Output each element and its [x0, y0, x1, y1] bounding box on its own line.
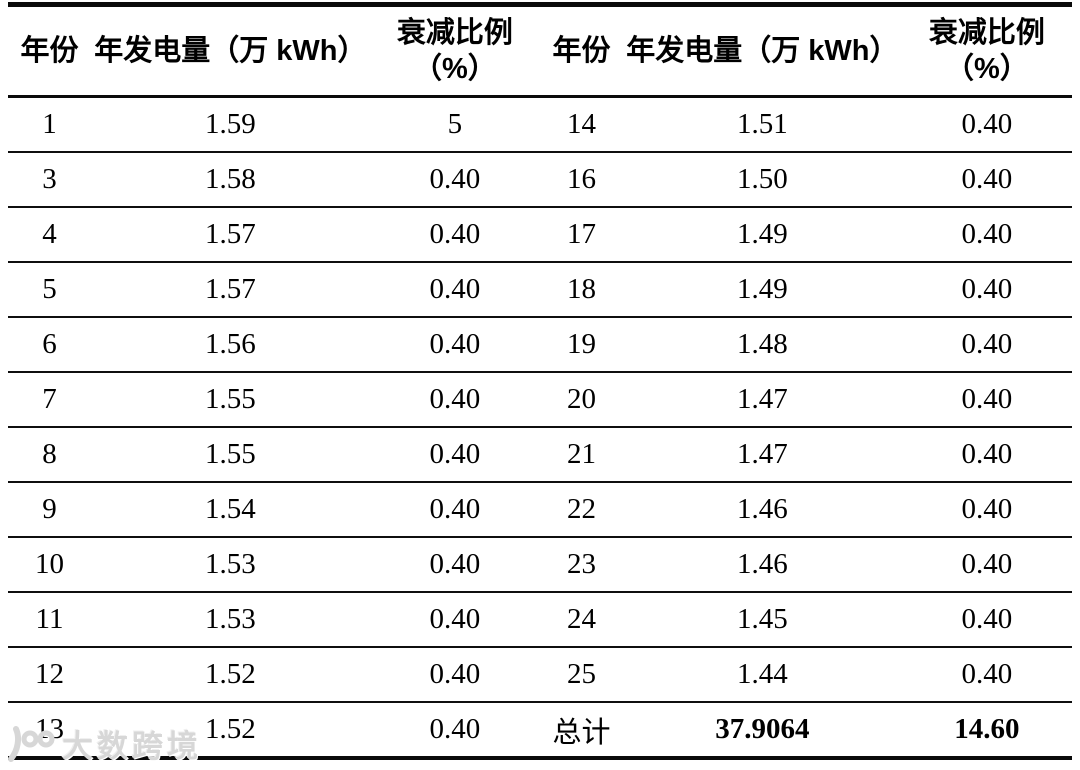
cell-generation-right: 1.49: [622, 262, 902, 318]
cell-generation-left: 1.57: [90, 262, 370, 318]
cell-generation-left: 1.52: [204, 713, 256, 745]
cell-generation-left: 1.55: [90, 427, 370, 483]
cell-generation-right: 1.44: [622, 647, 902, 703]
cell-year-left: 7: [8, 372, 91, 428]
header-decay-left-line2: （%）: [412, 53, 497, 85]
cell-year-right: 23: [539, 537, 623, 593]
cell-generation-left: 1.52: [90, 647, 370, 703]
table-row: 5 1.57 0.40 18 1.49 0.40: [8, 262, 1072, 318]
cell-generation-right: 1.47: [622, 427, 902, 483]
cell-generation-right: 1.50: [622, 152, 902, 208]
table-row: 11 1.53 0.40 24 1.45 0.40: [8, 592, 1072, 648]
cell-decay-right: 0.40: [901, 427, 1072, 483]
cell-decay-left: 0.40: [369, 647, 540, 703]
table-row: 10 1.53 0.40 23 1.46 0.40: [8, 537, 1072, 593]
cell-decay-left: 0.40: [369, 317, 540, 373]
cell-decay-right: 0.40: [901, 96, 1072, 153]
cell-decay-right: 0.40: [901, 482, 1072, 538]
cell-generation-left: 1.53: [90, 592, 370, 648]
cell-year-right: 总计: [552, 716, 611, 749]
cell-decay-right: 0.40: [901, 537, 1072, 593]
cell-year-left: 6: [8, 317, 91, 373]
cell-decay-right: 0.40: [901, 152, 1072, 208]
cell-generation-right: 1.47: [622, 372, 902, 428]
header-decay-left: 衰减比例 （%）: [369, 4, 540, 98]
cell-decay-right: 0.40: [901, 317, 1072, 373]
cell-generation-left: 1.59: [90, 96, 370, 153]
cell-decay-left: 0.40: [369, 262, 540, 318]
table-row: 3 1.58 0.40 16 1.50 0.40: [8, 152, 1072, 208]
cell-generation-right: 37.9064: [715, 713, 810, 745]
header-year-left: 年份: [8, 4, 91, 98]
cell-decay-left: 0.40: [369, 592, 540, 648]
cell-decay-right: 0.40: [901, 592, 1072, 648]
cell-year-right: 22: [539, 482, 623, 538]
header-row: 年份 年发电量（万 kWh） 衰减比例 （%） 年份 年发电量（万 kWh） 衰…: [8, 4, 1072, 98]
cell-decay-right: 0.40: [901, 262, 1072, 318]
table-row: 9 1.54 0.40 22 1.46 0.40: [8, 482, 1072, 538]
cell-year-right: 14: [539, 96, 623, 153]
cell-decay-left: 0.40: [369, 537, 540, 593]
cell-generation-left: 1.55: [90, 372, 370, 428]
table-row: 4 1.57 0.40 17 1.49 0.40: [8, 207, 1072, 263]
cell-decay-left: 0.40: [429, 713, 481, 745]
cell-decay-left: 5: [369, 96, 540, 153]
cell-year-right: 19: [539, 317, 623, 373]
cell-year-left: 10: [8, 537, 91, 593]
table-body: 1 1.59 5 14 1.51 0.40 3 1.58 0.40 16 1.50 0.40 4 1.57…: [8, 96, 1072, 759]
cell-decay-right: 0.40: [901, 207, 1072, 263]
cell-year-right: 18: [539, 262, 623, 318]
cell-year-left: 3: [8, 152, 91, 208]
cell-generation-right: 1.51: [622, 96, 902, 153]
cell-generation-left: 1.58: [90, 152, 370, 208]
cell-year-left: 8: [8, 427, 91, 483]
cell-decay-right: 0.40: [901, 647, 1072, 703]
cell-generation-left: 1.53: [90, 537, 370, 593]
cell-year-right: 20: [539, 372, 623, 428]
table-row: 7 1.55 0.40 20 1.47 0.40: [8, 372, 1072, 428]
cell-year-left: 1: [8, 96, 91, 153]
header-generation-left: 年发电量（万 kWh）: [90, 4, 370, 98]
cell-generation-right: 1.46: [622, 537, 902, 593]
cell-decay-left: 0.40: [369, 427, 540, 483]
cell-decay-left: 0.40: [369, 372, 540, 428]
cell-year-right: 21: [539, 427, 623, 483]
cell-year-left: 9: [8, 482, 91, 538]
cell-generation-right: 1.49: [622, 207, 902, 263]
table-row: 12 1.52 0.40 25 1.44 0.40: [8, 647, 1072, 703]
cell-year-left: 13: [34, 713, 64, 745]
cell-generation-left: 1.54: [90, 482, 370, 538]
cell-year-right: 25: [539, 647, 623, 703]
cell-generation-right: 1.46: [622, 482, 902, 538]
cell-decay-left: 0.40: [369, 207, 540, 263]
table-row: 8 1.55 0.40 21 1.47 0.40: [8, 427, 1072, 483]
header-generation-right: 年发电量（万 kWh）: [622, 4, 902, 98]
header-decay-right-line1: 衰减比例: [928, 17, 1045, 49]
cell-year-left: 5: [8, 262, 91, 318]
cell-decay-left: 0.40: [369, 152, 540, 208]
table-row: 13 1.52 0.40 总计 37.9064 14.60: [8, 702, 1072, 758]
table-row: 1 1.59 5 14 1.51 0.40: [8, 96, 1072, 153]
cell-year-right: 16: [539, 152, 623, 208]
cell-generation-right: 1.48: [622, 317, 902, 373]
table-header: 年份 年发电量（万 kWh） 衰减比例 （%） 年份 年发电量（万 kWh） 衰…: [8, 4, 1072, 98]
table-row: 6 1.56 0.40 19 1.48 0.40: [8, 317, 1072, 373]
cell-generation-left: 1.56: [90, 317, 370, 373]
header-decay-left-line1: 衰减比例: [396, 17, 513, 49]
cell-decay-right: 14.60: [954, 713, 1020, 745]
cell-year-left: 12: [8, 647, 91, 703]
header-decay-right: 衰减比例 （%）: [901, 4, 1072, 98]
cell-generation-left: 1.57: [90, 207, 370, 263]
cell-year-right: 24: [539, 592, 623, 648]
cell-year-right: 17: [539, 207, 623, 263]
cell-decay-right: 0.40: [901, 372, 1072, 428]
header-decay-right-line2: （%）: [944, 53, 1029, 85]
cell-year-left: 4: [8, 207, 91, 263]
header-year-right: 年份: [539, 4, 623, 98]
cell-decay-left: 0.40: [369, 482, 540, 538]
cell-year-left: 11: [8, 592, 91, 648]
generation-table: 年份 年发电量（万 kWh） 衰减比例 （%） 年份 年发电量（万 kWh） 衰…: [8, 2, 1072, 760]
cell-generation-right: 1.45: [622, 592, 902, 648]
